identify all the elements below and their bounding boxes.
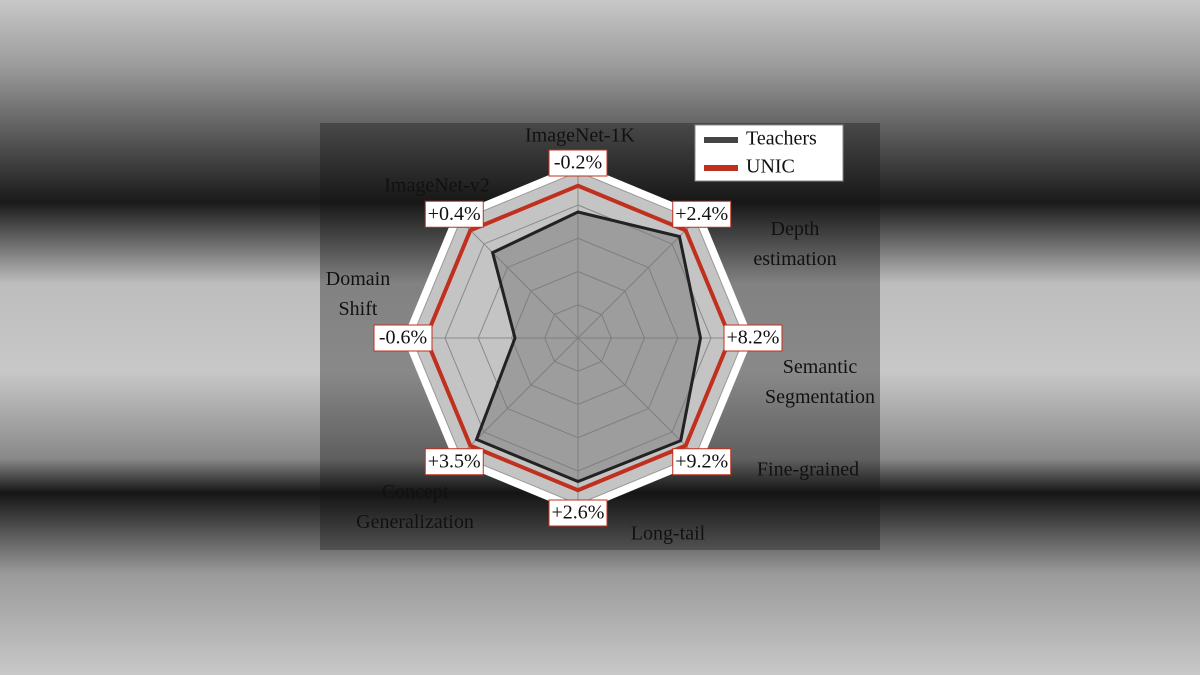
series-polygon — [423, 183, 733, 493]
grid-spoke — [577, 337, 696, 456]
delta-box — [548, 499, 608, 527]
delta-label: +9.2% — [675, 450, 728, 472]
grid-spoke — [460, 220, 579, 339]
delta-label: +8.2% — [727, 327, 780, 349]
legend-label: UNIC — [746, 156, 795, 178]
legend-box — [694, 124, 844, 182]
delta-box — [424, 448, 484, 476]
delta-box — [373, 324, 433, 352]
axis-label: Semantic Segmentation — [765, 356, 875, 408]
delta-label: +2.4% — [675, 203, 728, 225]
axis-label: ImageNet-v2 — [384, 175, 490, 197]
axis-label: Long-tail — [631, 523, 706, 545]
axis-label: Fine-grained — [757, 459, 859, 481]
legend-label: Teachers — [746, 128, 817, 150]
delta-box — [672, 448, 732, 476]
delta-box — [424, 200, 484, 228]
delta-label: +2.6% — [552, 502, 605, 524]
delta-label: +3.5% — [428, 450, 481, 472]
grid-spoke — [577, 220, 696, 339]
axis-label: Concept Generalization — [356, 481, 474, 533]
delta-box — [723, 324, 783, 352]
axis-label: ImageNet-1K — [525, 125, 636, 147]
delta-label: -0.2% — [554, 152, 602, 174]
delta-label: +0.4% — [428, 203, 481, 225]
axis-label: Domain Shift — [326, 268, 390, 320]
delta-box — [672, 200, 732, 228]
delta-label: -0.6% — [379, 327, 427, 349]
delta-box — [548, 149, 608, 177]
axis-label: Depth estimation — [753, 218, 836, 270]
series-polygon — [474, 210, 703, 484]
grid-spoke — [460, 337, 579, 456]
